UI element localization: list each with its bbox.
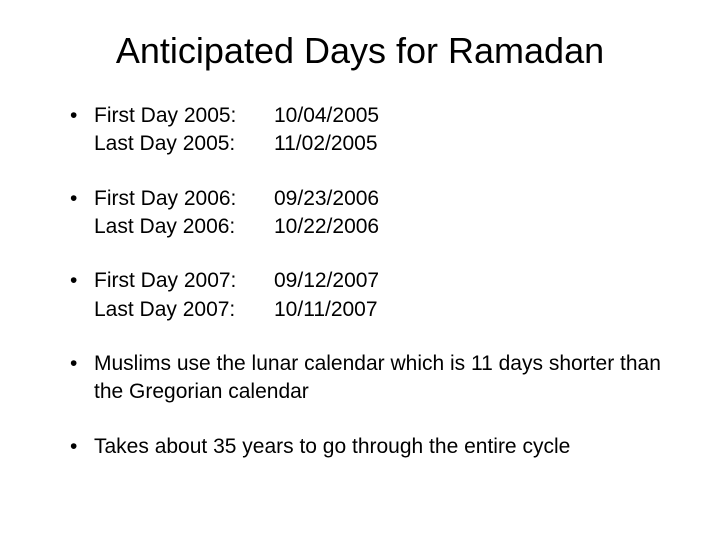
bullet-item: First Day 2007: 09/12/2007 Last Day 2007… — [70, 267, 680, 324]
slide-title: Anticipated Days for Ramadan — [40, 30, 680, 72]
date-row: Last Day 2007: 10/11/2007 — [94, 296, 680, 324]
bullet-item: Muslims use the lunar calendar which is … — [70, 350, 680, 407]
date-row: First Day 2007: 09/12/2007 — [94, 267, 680, 295]
first-day-date: 09/23/2006 — [274, 185, 379, 213]
last-day-label: Last Day 2007: — [94, 296, 274, 324]
first-day-date: 10/04/2005 — [274, 102, 379, 130]
first-day-label: First Day 2007: — [94, 267, 274, 295]
bullet-item: First Day 2006: 09/23/2006 Last Day 2006… — [70, 185, 680, 242]
note-text: Muslims use the lunar calendar which is … — [94, 352, 661, 403]
last-day-date: 11/02/2005 — [274, 130, 378, 158]
date-row: First Day 2006: 09/23/2006 — [94, 185, 680, 213]
date-row: First Day 2005: 10/04/2005 — [94, 102, 680, 130]
last-day-date: 10/11/2007 — [274, 296, 378, 324]
first-day-label: First Day 2005: — [94, 102, 274, 130]
bullet-item: Takes about 35 years to go through the e… — [70, 433, 680, 461]
last-day-label: Last Day 2006: — [94, 213, 274, 241]
bullet-item: First Day 2005: 10/04/2005 Last Day 2005… — [70, 102, 680, 159]
last-day-date: 10/22/2006 — [274, 213, 379, 241]
date-row: Last Day 2006: 10/22/2006 — [94, 213, 680, 241]
bullet-list: First Day 2005: 10/04/2005 Last Day 2005… — [70, 102, 680, 461]
date-row: Last Day 2005: 11/02/2005 — [94, 130, 680, 158]
first-day-label: First Day 2006: — [94, 185, 274, 213]
last-day-label: Last Day 2005: — [94, 130, 274, 158]
note-text: Takes about 35 years to go through the e… — [94, 435, 570, 458]
slide: Anticipated Days for Ramadan First Day 2… — [0, 0, 720, 540]
first-day-date: 09/12/2007 — [274, 267, 379, 295]
